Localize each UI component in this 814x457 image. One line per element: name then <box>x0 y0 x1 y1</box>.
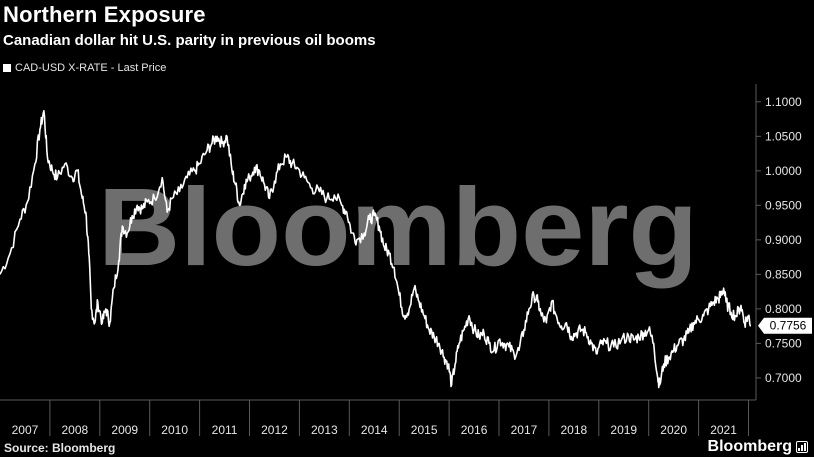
source-note: Source: Bloomberg <box>4 441 116 455</box>
x-tick-label: 2017 <box>511 423 538 437</box>
y-tick-label: 1.1000 <box>765 95 802 109</box>
x-tick-label: 2012 <box>261 423 288 437</box>
x-tick-label: 2009 <box>111 423 138 437</box>
series-layer <box>0 110 752 389</box>
brand-logo: Bloomberg <box>708 438 808 456</box>
last-value-text: 0.7756 <box>770 319 807 333</box>
y-tick-label: 0.8500 <box>765 267 802 281</box>
x-tick-label: 2014 <box>361 423 388 437</box>
x-tick-label: 2019 <box>610 423 637 437</box>
y-tick-label: 0.9500 <box>765 198 802 212</box>
x-tick-label: 2016 <box>461 423 488 437</box>
y-tick-label: 1.0000 <box>765 164 802 178</box>
x-tick-label: 2011 <box>212 423 238 437</box>
legend-swatch <box>3 64 11 72</box>
watermark-text: Bloomberg <box>98 166 698 289</box>
x-tick-label: 2007 <box>12 423 39 437</box>
chart-subtitle: Canadian dollar hit U.S. parity in previ… <box>3 32 376 49</box>
bar-chart-icon <box>796 441 808 453</box>
y-tick-label: 0.7000 <box>765 371 802 385</box>
x-tick-label: 2018 <box>561 423 588 437</box>
last-value-label <box>758 317 812 334</box>
x-axis: 2007 2008 2009 2010 2011 2012 2013 2014 2015 2016… <box>12 400 750 437</box>
x-tick-label: 2010 <box>161 423 188 437</box>
y-tick-label: 0.9000 <box>765 233 802 247</box>
brand-text: Bloomberg <box>707 438 792 455</box>
x-tick-label: 2015 <box>411 423 438 437</box>
x-tick-label: 2013 <box>311 423 338 437</box>
last-value-label-group: 0.7756 <box>758 317 812 334</box>
x-tick-label: 2008 <box>61 423 88 437</box>
y-tick-label: 1.0500 <box>765 129 802 143</box>
x-tick-label: 2021 <box>710 423 737 437</box>
legend-label: CAD-USD X-RATE - Last Price <box>15 62 167 74</box>
x-tick-label: 2020 <box>660 423 687 437</box>
y-tick-label: 0.8000 <box>765 302 802 316</box>
y-axis: 1.1000 1.0500 1.0000 0.9500 0.9000 0.8500 0.80… <box>756 95 802 385</box>
chart-title: Northern Exposure <box>3 2 206 27</box>
series-line <box>0 110 752 389</box>
y-tick-label: 0.7500 <box>765 336 802 350</box>
legend: CAD-USD X-RATE - Last Price <box>3 62 166 74</box>
